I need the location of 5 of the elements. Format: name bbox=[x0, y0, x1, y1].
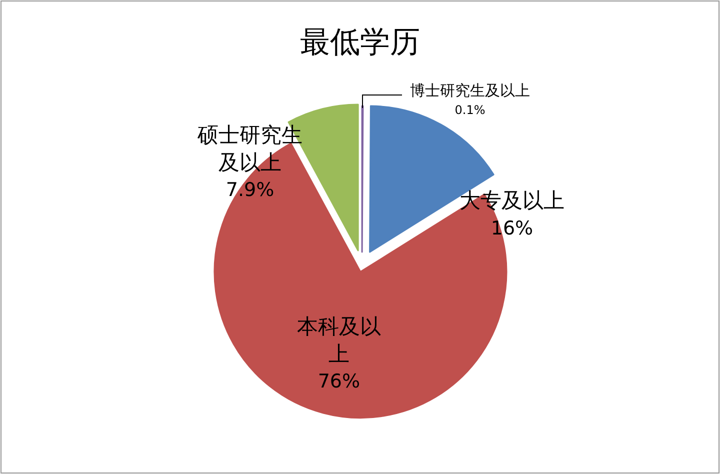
chart-title: 最低学历 bbox=[300, 25, 420, 60]
slice-label: 博士研究生及以上 bbox=[410, 82, 530, 100]
data-label: 0.1% bbox=[454, 103, 486, 118]
data-label: 76% bbox=[318, 370, 360, 393]
slice-label: 本科及以上 bbox=[296, 314, 381, 366]
